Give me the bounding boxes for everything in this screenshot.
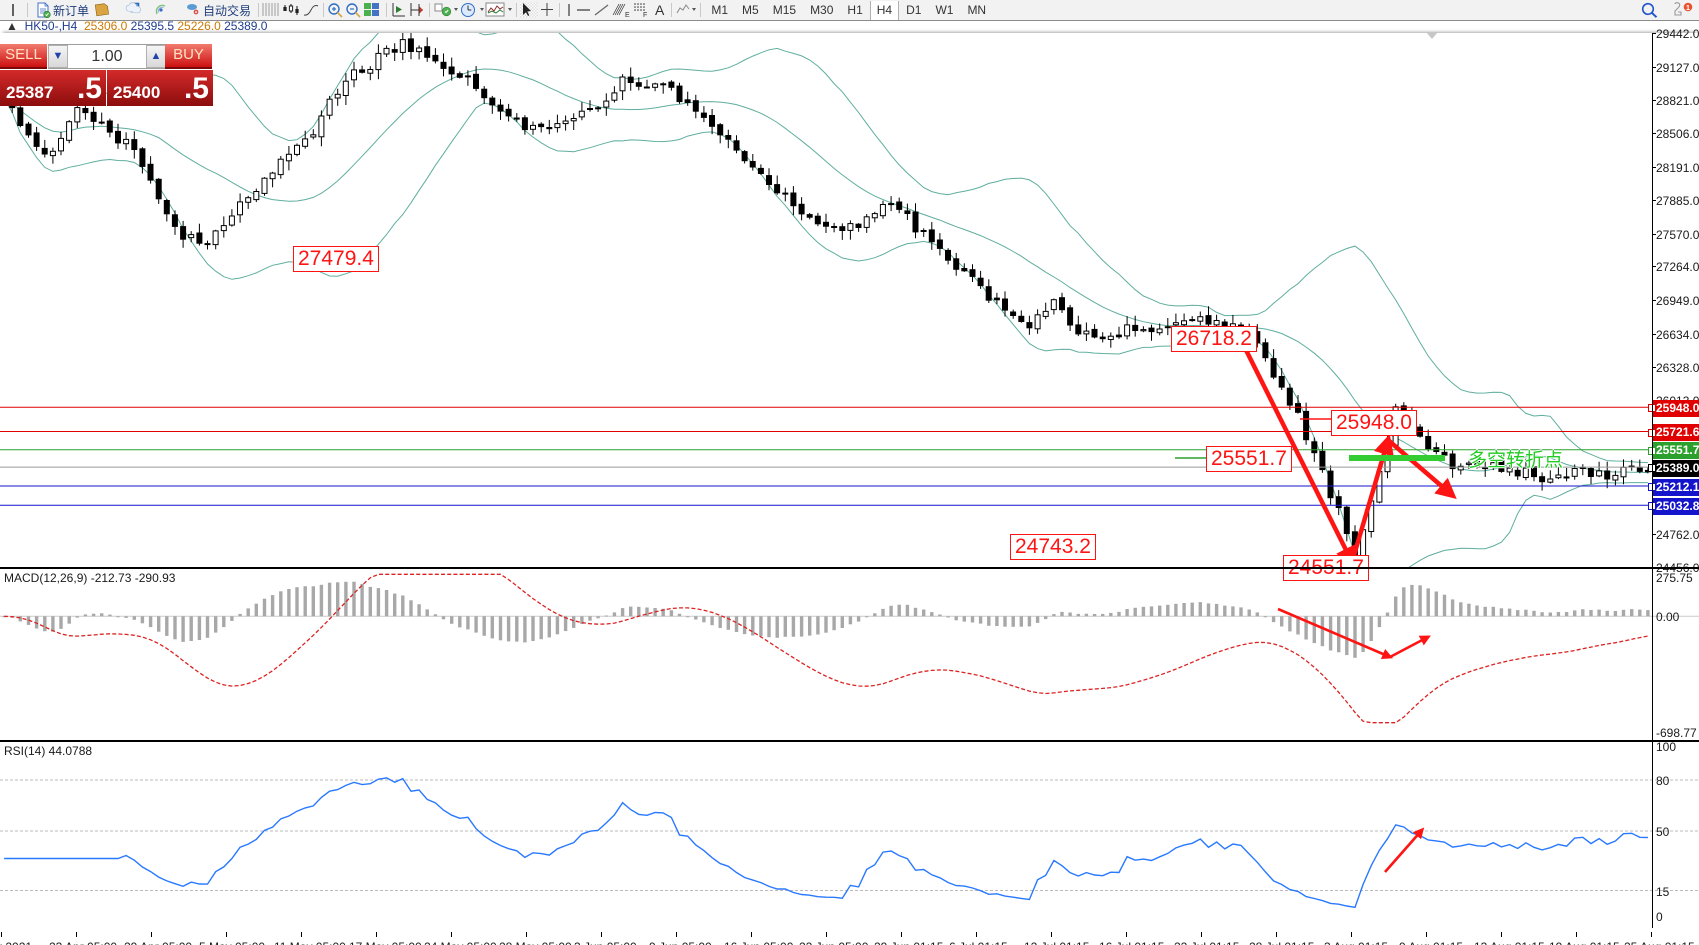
- svg-text:1: 1: [1686, 3, 1690, 12]
- svg-text:E: E: [625, 12, 630, 18]
- svg-text:F: F: [643, 12, 647, 18]
